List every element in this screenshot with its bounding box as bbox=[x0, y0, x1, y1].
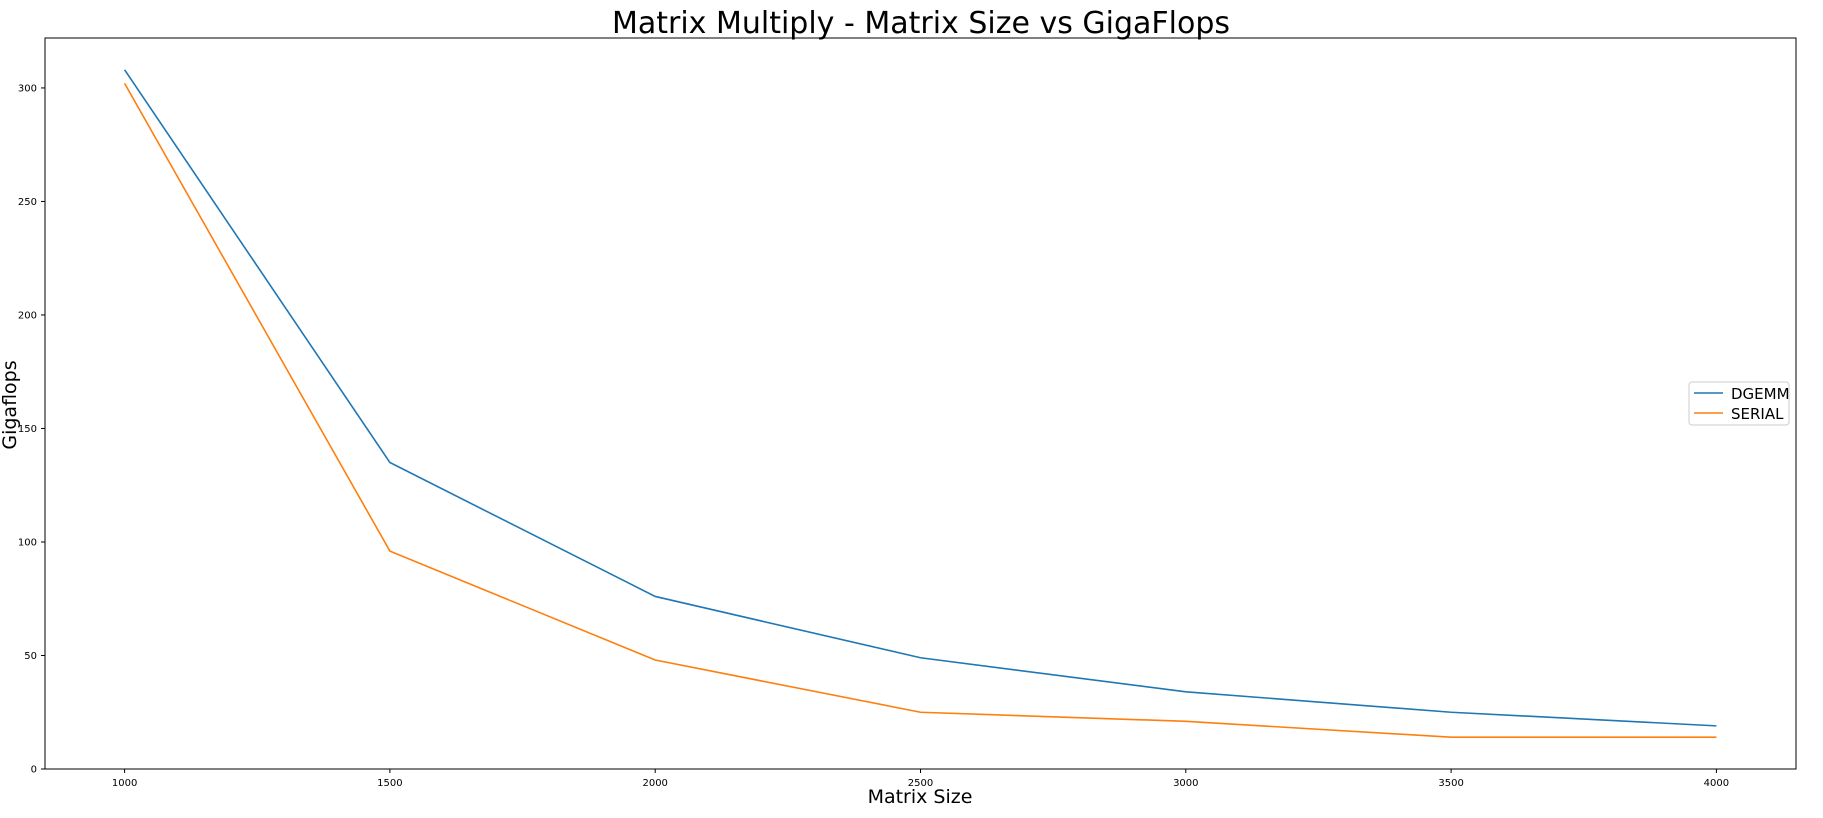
legend-label-serial: SERIAL bbox=[1731, 405, 1784, 423]
x-tick-label: 4000 bbox=[1704, 778, 1729, 789]
y-tick-label: 150 bbox=[18, 424, 37, 435]
series-line-serial bbox=[123, 83, 1717, 739]
y-axis: 0 50 100 150 200 250 300 bbox=[18, 83, 45, 776]
x-tick-label: 3000 bbox=[1173, 778, 1198, 789]
x-tick-label: 2000 bbox=[642, 778, 667, 789]
x-tick-label: 3500 bbox=[1438, 778, 1463, 789]
y-tick-label: 200 bbox=[18, 310, 37, 321]
x-tick-label: 1000 bbox=[112, 778, 137, 789]
y-tick-label: 50 bbox=[24, 651, 37, 662]
x-axis: 1000 1500 2000 2500 3000 3500 4000 bbox=[112, 769, 1729, 789]
y-tick-label: 300 bbox=[18, 83, 37, 94]
x-tick-label: 2500 bbox=[908, 778, 933, 789]
y-tick-label: 0 bbox=[31, 765, 37, 776]
y-axis-label: Gigaflops bbox=[0, 360, 21, 449]
series-line-dgemm bbox=[123, 69, 1717, 727]
series-lines bbox=[123, 69, 1717, 739]
legend: DGEMM SERIAL bbox=[1688, 381, 1790, 426]
legend-label-dgemm: DGEMM bbox=[1731, 385, 1790, 403]
y-tick-label: 100 bbox=[18, 537, 37, 548]
chart-title: Matrix Multiply - Matrix Size vs GigaFlo… bbox=[612, 6, 1230, 41]
x-axis-label: Matrix Size bbox=[868, 786, 973, 808]
y-tick-label: 250 bbox=[18, 197, 37, 208]
plot-frame bbox=[44, 37, 1797, 770]
x-tick-label: 1500 bbox=[377, 778, 402, 789]
